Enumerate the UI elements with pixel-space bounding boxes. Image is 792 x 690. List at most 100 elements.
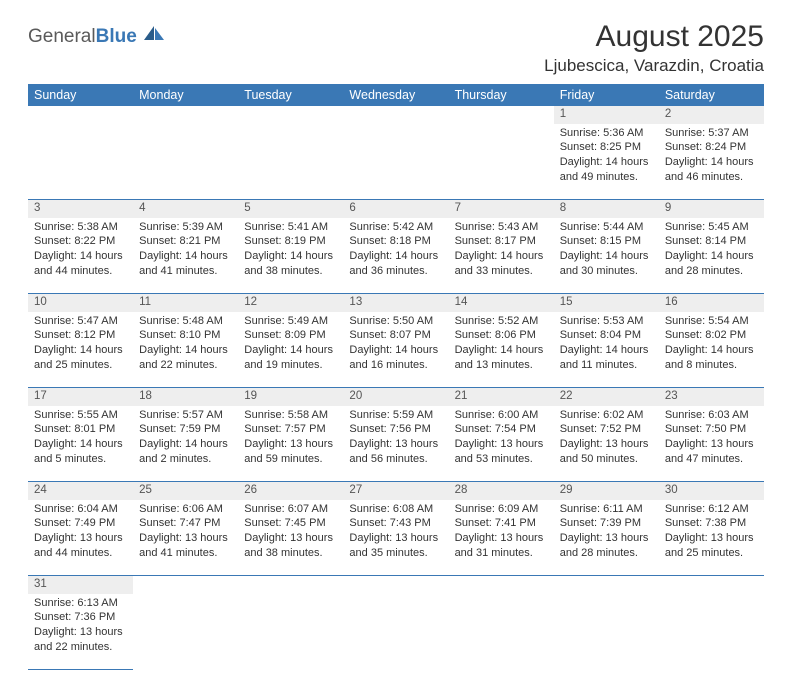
sunrise-text: Sunrise: 5:52 AM [455, 314, 548, 329]
daylight-text: Daylight: 13 hours and 53 minutes. [455, 437, 548, 467]
day-number-cell: 18 [133, 388, 238, 406]
sunset-text: Sunset: 8:17 PM [455, 234, 548, 249]
calendar-body: 12Sunrise: 5:36 AMSunset: 8:25 PMDayligh… [28, 106, 764, 670]
daylight-text: Daylight: 13 hours and 47 minutes. [665, 437, 758, 467]
day-cell: Sunrise: 5:36 AMSunset: 8:25 PMDaylight:… [554, 124, 659, 200]
empty-cell [133, 124, 238, 200]
sunset-text: Sunset: 7:38 PM [665, 516, 758, 531]
empty-cell [554, 594, 659, 670]
daylight-text: Daylight: 13 hours and 22 minutes. [34, 625, 127, 655]
daylight-text: Daylight: 14 hours and 36 minutes. [349, 249, 442, 279]
daylight-text: Daylight: 14 hours and 28 minutes. [665, 249, 758, 279]
sunrise-text: Sunrise: 5:50 AM [349, 314, 442, 329]
day-number-cell: 26 [238, 482, 343, 500]
week-row: Sunrise: 5:47 AMSunset: 8:12 PMDaylight:… [28, 312, 764, 388]
day-cell: Sunrise: 5:50 AMSunset: 8:07 PMDaylight:… [343, 312, 448, 388]
day-cell: Sunrise: 5:44 AMSunset: 8:15 PMDaylight:… [554, 218, 659, 294]
day-number-cell: 7 [449, 200, 554, 218]
day-header: Saturday [659, 84, 764, 106]
day-cell: Sunrise: 6:08 AMSunset: 7:43 PMDaylight:… [343, 500, 448, 576]
sunrise-text: Sunrise: 5:38 AM [34, 220, 127, 235]
day-cell: Sunrise: 5:57 AMSunset: 7:59 PMDaylight:… [133, 406, 238, 482]
empty-cell [238, 594, 343, 670]
day-header: Monday [133, 84, 238, 106]
sunset-text: Sunset: 7:57 PM [244, 422, 337, 437]
sunrise-text: Sunrise: 5:55 AM [34, 408, 127, 423]
day-cell: Sunrise: 5:49 AMSunset: 8:09 PMDaylight:… [238, 312, 343, 388]
day-cell: Sunrise: 5:37 AMSunset: 8:24 PMDaylight:… [659, 124, 764, 200]
sunset-text: Sunset: 8:12 PM [34, 328, 127, 343]
week-row: Sunrise: 6:13 AMSunset: 7:36 PMDaylight:… [28, 594, 764, 670]
day-cell: Sunrise: 5:52 AMSunset: 8:06 PMDaylight:… [449, 312, 554, 388]
day-cell: Sunrise: 5:55 AMSunset: 8:01 PMDaylight:… [28, 406, 133, 482]
sunset-text: Sunset: 8:19 PM [244, 234, 337, 249]
day-number-cell: 27 [343, 482, 448, 500]
logo-part1: General [28, 26, 96, 47]
daylight-text: Daylight: 13 hours and 41 minutes. [139, 531, 232, 561]
day-header-row: SundayMondayTuesdayWednesdayThursdayFrid… [28, 84, 764, 106]
sunrise-text: Sunrise: 5:37 AM [665, 126, 758, 141]
empty-cell [659, 594, 764, 670]
day-cell: Sunrise: 5:43 AMSunset: 8:17 PMDaylight:… [449, 218, 554, 294]
sunrise-text: Sunrise: 5:42 AM [349, 220, 442, 235]
week-row: Sunrise: 5:36 AMSunset: 8:25 PMDaylight:… [28, 124, 764, 200]
sunset-text: Sunset: 8:07 PM [349, 328, 442, 343]
sunrise-text: Sunrise: 6:03 AM [665, 408, 758, 423]
sunset-text: Sunset: 8:15 PM [560, 234, 653, 249]
day-cell: Sunrise: 6:09 AMSunset: 7:41 PMDaylight:… [449, 500, 554, 576]
day-cell: Sunrise: 5:45 AMSunset: 8:14 PMDaylight:… [659, 218, 764, 294]
sunset-text: Sunset: 7:59 PM [139, 422, 232, 437]
daylight-text: Daylight: 13 hours and 50 minutes. [560, 437, 653, 467]
daylight-text: Daylight: 14 hours and 22 minutes. [139, 343, 232, 373]
sunset-text: Sunset: 7:52 PM [560, 422, 653, 437]
day-number-cell: 6 [343, 200, 448, 218]
sunset-text: Sunset: 8:24 PM [665, 140, 758, 155]
day-cell: Sunrise: 5:59 AMSunset: 7:56 PMDaylight:… [343, 406, 448, 482]
day-number-cell: 12 [238, 294, 343, 312]
day-cell: Sunrise: 5:38 AMSunset: 8:22 PMDaylight:… [28, 218, 133, 294]
daylight-text: Daylight: 14 hours and 44 minutes. [34, 249, 127, 279]
day-cell: Sunrise: 5:39 AMSunset: 8:21 PMDaylight:… [133, 218, 238, 294]
day-number-cell [238, 576, 343, 594]
day-cell: Sunrise: 5:53 AMSunset: 8:04 PMDaylight:… [554, 312, 659, 388]
daylight-text: Daylight: 13 hours and 56 minutes. [349, 437, 442, 467]
sunrise-text: Sunrise: 5:36 AM [560, 126, 653, 141]
empty-cell [343, 594, 448, 670]
sunrise-text: Sunrise: 5:53 AM [560, 314, 653, 329]
daylight-text: Daylight: 14 hours and 13 minutes. [455, 343, 548, 373]
daylight-text: Daylight: 13 hours and 31 minutes. [455, 531, 548, 561]
logo: GeneralBlue [28, 26, 166, 49]
day-cell: Sunrise: 5:48 AMSunset: 8:10 PMDaylight:… [133, 312, 238, 388]
sunrise-text: Sunrise: 6:12 AM [665, 502, 758, 517]
sunset-text: Sunset: 8:06 PM [455, 328, 548, 343]
day-number-cell: 8 [554, 200, 659, 218]
sunset-text: Sunset: 7:50 PM [665, 422, 758, 437]
sunrise-text: Sunrise: 6:02 AM [560, 408, 653, 423]
sunrise-text: Sunrise: 6:07 AM [244, 502, 337, 517]
empty-cell [449, 594, 554, 670]
day-number-cell: 22 [554, 388, 659, 406]
day-number-row: 31 [28, 576, 764, 594]
daylight-text: Daylight: 13 hours and 28 minutes. [560, 531, 653, 561]
sunset-text: Sunset: 7:41 PM [455, 516, 548, 531]
sunrise-text: Sunrise: 5:58 AM [244, 408, 337, 423]
day-header: Friday [554, 84, 659, 106]
day-number-cell: 29 [554, 482, 659, 500]
daylight-text: Daylight: 13 hours and 35 minutes. [349, 531, 442, 561]
day-cell: Sunrise: 6:13 AMSunset: 7:36 PMDaylight:… [28, 594, 133, 670]
day-number-cell: 31 [28, 576, 133, 594]
day-header: Wednesday [343, 84, 448, 106]
daylight-text: Daylight: 14 hours and 33 minutes. [455, 249, 548, 279]
day-number-cell [133, 106, 238, 124]
day-number-cell: 25 [133, 482, 238, 500]
day-number-cell [343, 576, 448, 594]
day-header: Sunday [28, 84, 133, 106]
day-number-cell [659, 576, 764, 594]
week-row: Sunrise: 5:38 AMSunset: 8:22 PMDaylight:… [28, 218, 764, 294]
day-cell: Sunrise: 5:42 AMSunset: 8:18 PMDaylight:… [343, 218, 448, 294]
sunset-text: Sunset: 8:21 PM [139, 234, 232, 249]
sunrise-text: Sunrise: 6:08 AM [349, 502, 442, 517]
empty-cell [28, 124, 133, 200]
day-number-cell [238, 106, 343, 124]
day-number-row: 12 [28, 106, 764, 124]
